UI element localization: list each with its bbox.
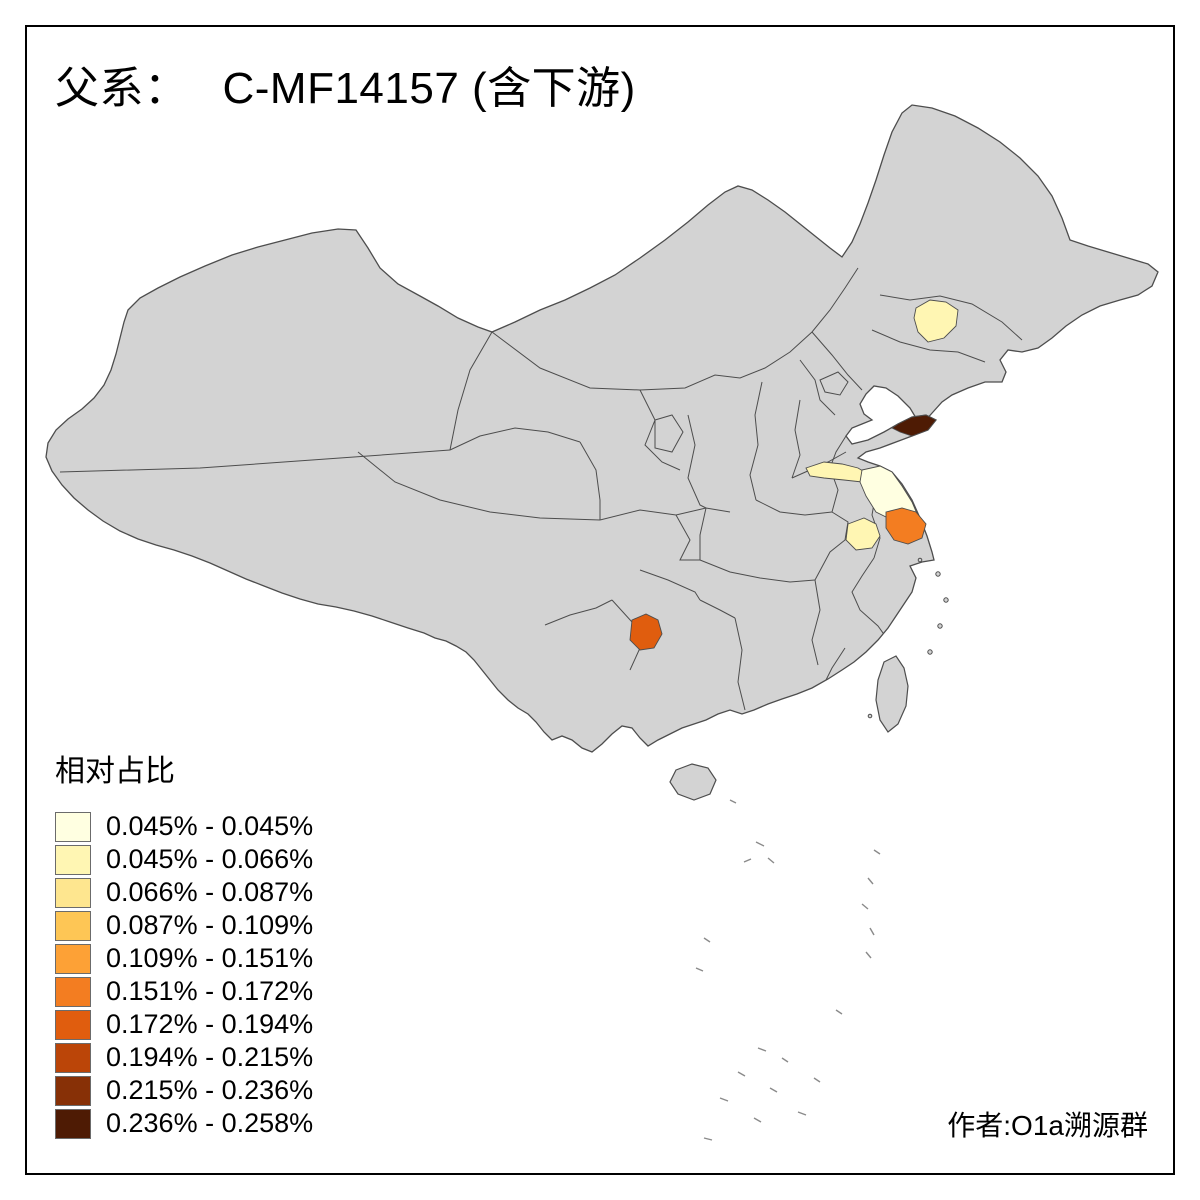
region-nanjing-area xyxy=(845,517,881,551)
highlighted-regions xyxy=(629,299,959,651)
legend-item: 0.066% - 0.087% xyxy=(55,876,313,909)
legend-item: 0.109% - 0.151% xyxy=(55,942,313,975)
legend-swatch xyxy=(55,1042,91,1073)
legend-label: 0.109% - 0.151% xyxy=(106,943,314,973)
taiwan-island xyxy=(875,655,909,733)
legend-item: 0.151% - 0.172% xyxy=(55,975,313,1008)
page-title: 父系： C-MF14157 (含下游) xyxy=(55,52,636,116)
legend-swatch xyxy=(55,943,91,974)
legend-label: 0.045% - 0.066% xyxy=(106,844,314,874)
legend-label: 0.194% - 0.215% xyxy=(106,1042,314,1072)
hainan-island xyxy=(669,763,717,801)
legend-swatch xyxy=(55,877,91,908)
legend-swatch xyxy=(55,1108,91,1139)
legend-rows: 0.045% - 0.045% 0.045% - 0.066% 0.066% - 0… xyxy=(55,810,313,1140)
legend-label: 0.151% - 0.172% xyxy=(106,976,314,1006)
region-northeast-jilin xyxy=(913,299,959,343)
legend-swatch xyxy=(55,976,91,1007)
legend-swatch xyxy=(55,1075,91,1106)
region-guizhou-north xyxy=(629,613,663,651)
legend-swatch xyxy=(55,811,91,842)
title-prefix: 父系： xyxy=(55,64,189,113)
legend-item: 0.172% - 0.194% xyxy=(55,1008,313,1041)
region-jiangsu-central xyxy=(885,507,927,545)
legend-label: 0.045% - 0.045% xyxy=(106,811,314,841)
coastal-islands xyxy=(867,557,949,719)
legend-label: 0.172% - 0.194% xyxy=(106,1009,314,1039)
legend-label: 0.066% - 0.087% xyxy=(106,877,314,907)
legend-item: 0.045% - 0.045% xyxy=(55,810,313,843)
legend-label: 0.087% - 0.109% xyxy=(106,910,314,940)
legend-item: 0.194% - 0.215% xyxy=(55,1041,313,1074)
legend-swatch xyxy=(55,844,91,875)
legend-swatch xyxy=(55,1009,91,1040)
legend: 相对占比 0.045% - 0.045% 0.045% - 0.066% 0.066… xyxy=(55,746,313,1140)
china-mainland xyxy=(45,104,1159,753)
legend-swatch xyxy=(55,910,91,941)
legend-item: 0.087% - 0.109% xyxy=(55,909,313,942)
credit-text: 作者:O1a溯源群 xyxy=(947,1110,1148,1141)
legend-label: 0.236% - 0.258% xyxy=(106,1108,314,1138)
legend-item: 0.236% - 0.258% xyxy=(55,1107,313,1140)
legend-item: 0.215% - 0.236% xyxy=(55,1074,313,1107)
legend-title: 相对占比 xyxy=(55,755,175,788)
title-main: C-MF14157 (含下游) xyxy=(222,64,636,113)
south-china-sea-islands xyxy=(695,799,881,1141)
legend-item: 0.045% - 0.066% xyxy=(55,843,313,876)
region-shandong-peninsula-tip xyxy=(891,414,937,437)
legend-label: 0.215% - 0.236% xyxy=(106,1075,314,1105)
